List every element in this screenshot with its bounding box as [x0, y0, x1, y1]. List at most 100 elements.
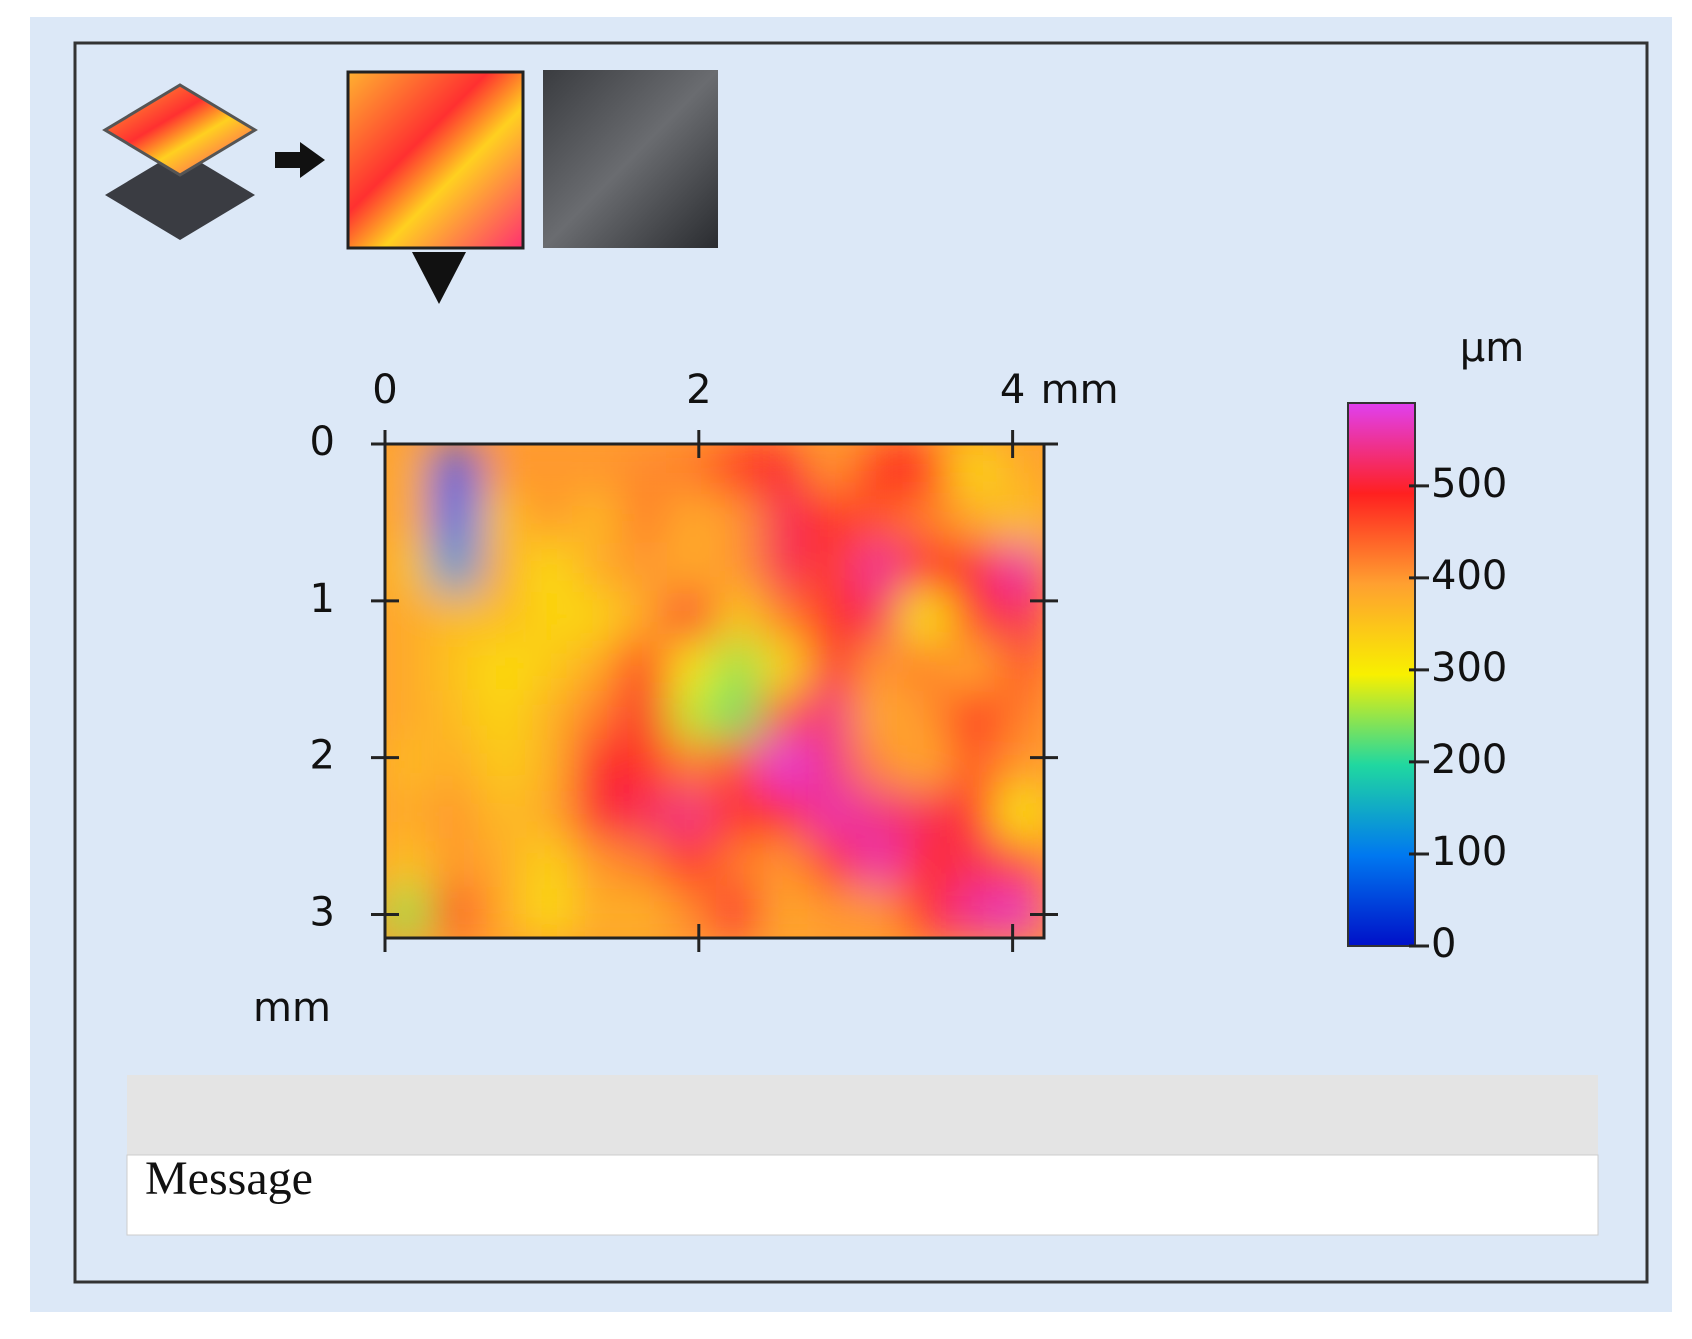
height-cell [666, 838, 715, 890]
height-cell [808, 838, 857, 890]
height-cell [666, 641, 715, 692]
height-cell [902, 838, 951, 890]
height-cell [949, 838, 998, 890]
height-cell [525, 492, 574, 544]
height-cell [855, 591, 904, 643]
height-cell [902, 690, 951, 741]
colorbar-tick-label: 500 [1431, 461, 1507, 507]
layer-icon[interactable] [102, 83, 258, 240]
height-cell [949, 542, 998, 593]
height-cell [855, 492, 904, 544]
y-tick-label: 3 [310, 889, 335, 935]
colorbar-tick-label: 100 [1431, 829, 1507, 875]
height-cell [572, 444, 621, 494]
height-cell [385, 591, 433, 643]
height-cell [572, 739, 621, 791]
height-cell [714, 838, 763, 890]
panel-border [73, 41, 1649, 1284]
height-cell [855, 739, 904, 791]
height-cell [525, 739, 574, 791]
height-cell [385, 789, 433, 840]
colorbar-tick-label: 400 [1431, 553, 1507, 599]
height-cell [808, 492, 857, 544]
height-cell [431, 789, 480, 840]
height-cell [761, 789, 810, 840]
height-cell [666, 542, 715, 593]
height-cell [478, 888, 527, 938]
height-cell [525, 542, 574, 593]
height-cell [525, 838, 574, 890]
x-tick-label: 0 [372, 367, 397, 413]
height-cell [619, 591, 668, 643]
height-cell [761, 591, 810, 643]
height-cell [666, 444, 715, 494]
height-cell [902, 641, 951, 692]
colorbar-tick-label: 300 [1431, 645, 1507, 691]
height-cell [478, 641, 527, 692]
height-cell [478, 690, 527, 741]
height-cell [996, 690, 1044, 741]
height-cell [855, 444, 904, 494]
height-cell [714, 888, 763, 938]
height-cell [949, 444, 998, 494]
height-cell [761, 542, 810, 593]
y-tick-label: 0 [310, 419, 335, 465]
y-tick-label: 2 [310, 733, 335, 779]
height-cell [525, 888, 574, 938]
height-map [385, 444, 1044, 938]
height-cell [855, 838, 904, 890]
height-cell [808, 542, 857, 593]
height-cell [525, 444, 574, 494]
message-label: Message [145, 1152, 313, 1205]
height-cell [431, 641, 480, 692]
height-cell [478, 492, 527, 544]
height-map-thumbnail[interactable] [346, 70, 525, 250]
height-cell [714, 739, 763, 791]
height-cell [619, 492, 668, 544]
height-cell [572, 591, 621, 643]
height-cell [666, 789, 715, 840]
height-cell [949, 641, 998, 692]
plot-frame [383, 442, 1046, 940]
height-cell [996, 838, 1044, 890]
height-cell [572, 641, 621, 692]
height-cell [996, 789, 1044, 840]
height-cell [761, 739, 810, 791]
height-cell [385, 492, 433, 544]
height-cell [619, 444, 668, 494]
height-cell [902, 789, 951, 840]
height-cell [572, 789, 621, 840]
x-axis-unit: mm [1041, 367, 1119, 413]
height-cell [949, 789, 998, 840]
photo-thumbnail[interactable] [543, 70, 718, 248]
height-cell [572, 888, 621, 938]
height-cell [855, 641, 904, 692]
height-cell [385, 739, 433, 791]
height-cell [619, 789, 668, 840]
height-cell [761, 444, 810, 494]
height-cell [572, 690, 621, 741]
height-cell [431, 542, 480, 593]
colorbar-tick-label: 0 [1431, 921, 1456, 967]
height-cell [431, 492, 480, 544]
height-cell [949, 492, 998, 544]
height-cell [431, 444, 480, 494]
height-cell [619, 888, 668, 938]
height-cell [666, 591, 715, 643]
height-cell [714, 444, 763, 494]
height-cell [525, 641, 574, 692]
height-cell [714, 492, 763, 544]
height-cell [996, 641, 1044, 692]
height-cell [385, 838, 433, 890]
height-cell [666, 739, 715, 791]
height-cell [902, 444, 951, 494]
height-cell [431, 888, 480, 938]
y-axis-unit: mm [253, 985, 331, 1031]
height-cell [902, 492, 951, 544]
height-cell [619, 641, 668, 692]
arrow-icon [275, 142, 325, 178]
height-cell [431, 838, 480, 890]
height-cell [714, 542, 763, 593]
height-cell [666, 492, 715, 544]
